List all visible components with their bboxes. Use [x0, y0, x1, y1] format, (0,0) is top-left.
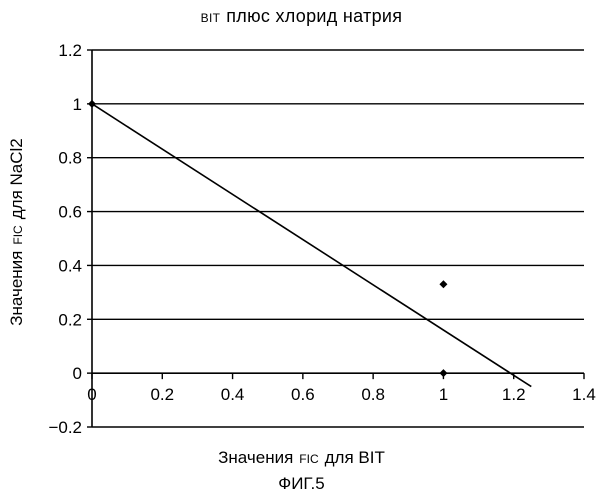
data-point-0 — [88, 99, 96, 108]
chart-title-main: плюс хлорид натрия — [226, 6, 403, 26]
chart-title: BIT плюс хлорид натрия — [0, 6, 603, 27]
y-axis-label: ЗначенияFICдля NaCl2 — [7, 138, 26, 326]
y-tick-label: 0.8 — [58, 149, 82, 168]
y-tick-label: 1 — [73, 95, 82, 114]
y-tick-label: 0 — [73, 364, 82, 383]
chart-title-prefix: BIT — [200, 11, 221, 25]
x-tick-label: 0.6 — [291, 385, 315, 404]
y-tick-label: 0.4 — [58, 256, 82, 275]
x-tick-label: 1 — [439, 385, 448, 404]
figure-caption: ФИГ.5 — [278, 474, 325, 493]
x-tick-label: 0.8 — [361, 385, 385, 404]
y-tick-label: 0.2 — [58, 310, 82, 329]
y-tick-label: 0.6 — [58, 203, 82, 222]
data-point-1 — [439, 280, 448, 289]
y-tick-label: −0.2 — [48, 418, 82, 437]
x-tick-label: 1.2 — [502, 385, 526, 404]
x-axis-label: Значения FIC для BIT — [218, 448, 385, 467]
x-tick-label: 0.4 — [221, 385, 245, 404]
x-tick-label: 0.2 — [150, 385, 174, 404]
x-tick-label: 0 — [87, 385, 96, 404]
x-tick-label: 1.4 — [572, 385, 596, 404]
data-point-2 — [439, 369, 448, 378]
reference-line — [91, 103, 532, 388]
y-tick-label: 1.2 — [58, 41, 82, 60]
